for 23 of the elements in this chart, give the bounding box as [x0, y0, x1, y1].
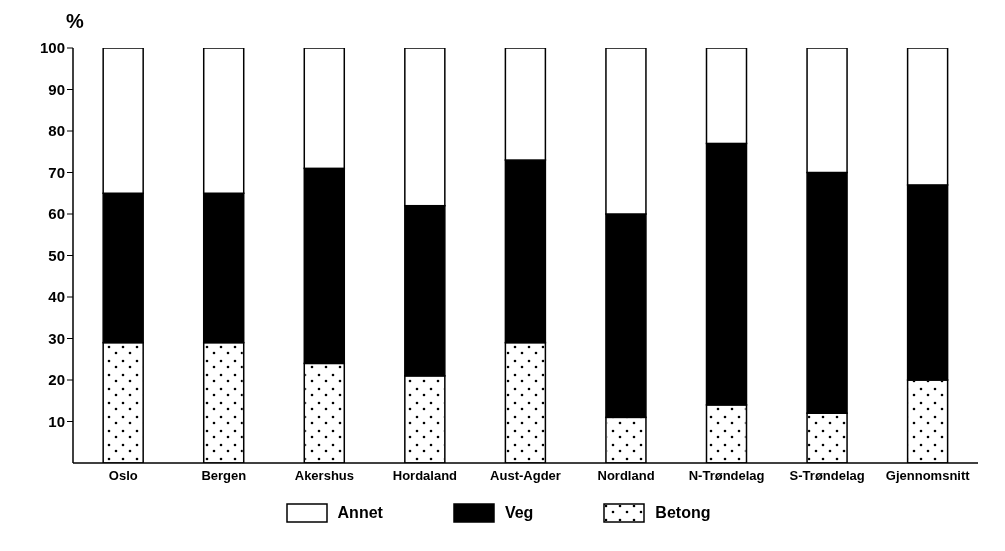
x-tick-label: N-Trøndelag [688, 468, 765, 484]
y-tick-label: 50 [48, 246, 65, 264]
x-tick-label: Gjennomsnitt [885, 468, 971, 484]
legend-label: Betong [655, 504, 711, 522]
x-tick-label: Nordland [597, 468, 655, 484]
y-tick-label: 40 [48, 288, 65, 306]
y-tick-label: 90 [48, 80, 65, 98]
x-tick-label: Hordaland [392, 468, 458, 484]
x-tick-label: S-Trøndelag [789, 468, 865, 484]
y-tick-label: 80 [48, 122, 65, 140]
x-tick-label: Akershus [294, 468, 355, 484]
y-tick-label: 70 [48, 163, 65, 181]
x-tick-label: Aust-Agder [490, 468, 561, 484]
x-tick-label: Bergen [201, 468, 247, 484]
y-axis-title: % [66, 10, 84, 33]
legend-label: Annet [337, 504, 383, 522]
y-tick-label: 10 [48, 412, 65, 430]
y-tick-label: 20 [48, 371, 65, 389]
y-tick-label: 100 [39, 39, 65, 57]
x-tick-label: Oslo [108, 468, 138, 484]
y-tick-label: 60 [48, 205, 65, 223]
legend-label: Veg [504, 504, 534, 522]
y-tick-label: 30 [48, 329, 65, 347]
